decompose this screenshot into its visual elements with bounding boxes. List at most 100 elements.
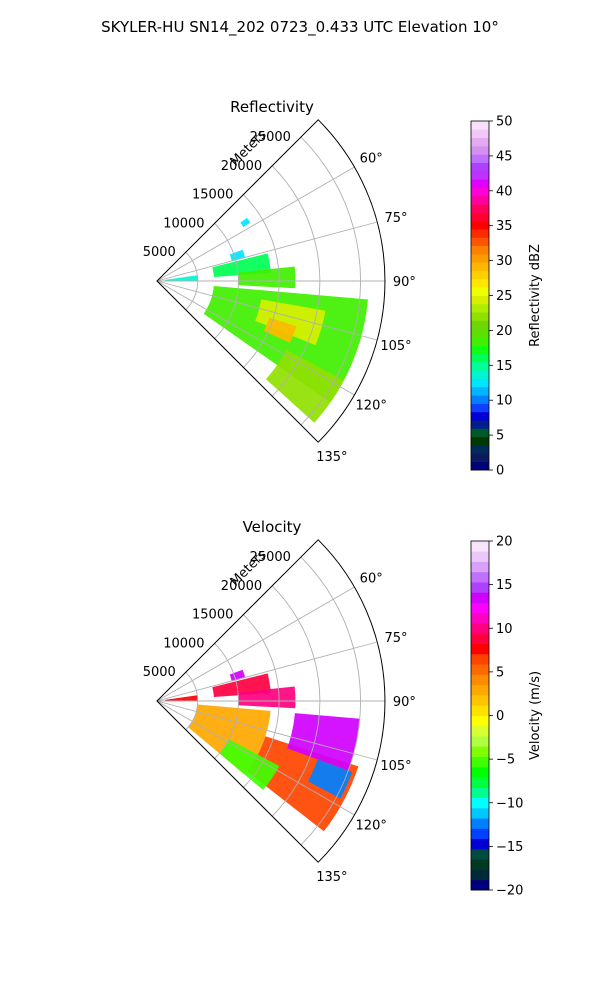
colorbar-swatch (471, 287, 489, 296)
colorbar-swatch (471, 453, 489, 463)
sector-frame (156, 539, 386, 863)
colorbar-swatch (471, 345, 489, 355)
colorbar-swatch (471, 162, 489, 172)
range-tick-label: 15000 (192, 608, 233, 623)
colorbar-swatch (471, 411, 489, 421)
colorbar-swatch (471, 337, 489, 346)
range-tick-label: 20000 (221, 579, 262, 594)
azimuth-tick-label: 90° (393, 695, 416, 710)
colorbar-swatch (471, 328, 489, 338)
data-region (240, 217, 251, 228)
colorbar-swatch (471, 592, 489, 603)
colorbar-swatch (471, 818, 489, 829)
colorbar-swatch (471, 838, 489, 850)
colorbar-swatch (471, 787, 489, 799)
colorbar-tick-label: −5 (496, 753, 515, 768)
colorbar-swatch (471, 137, 489, 147)
data-region (165, 695, 198, 701)
colorbar-tick-label: −10 (496, 796, 523, 811)
data-region (165, 275, 198, 281)
azimuth-tick-label: 75° (384, 631, 407, 646)
colorbar-swatch (471, 121, 489, 130)
sector-frame (156, 119, 386, 443)
colorbar-swatch (471, 420, 489, 429)
colorbar-swatch (471, 403, 489, 413)
range-tick-label: 15000 (192, 188, 233, 203)
colorbar-swatch (471, 145, 489, 155)
colorbar-swatch (471, 684, 489, 696)
colorbar-tick-label: 40 (496, 184, 513, 199)
colorbar-tick-label: 50 (496, 115, 513, 130)
azimuth-tick-label: 60° (360, 151, 383, 166)
colorbar-swatch (471, 237, 489, 247)
colorbar-swatch (471, 715, 489, 727)
azimuth-gridline (156, 280, 355, 396)
colorbar-swatch (471, 245, 489, 255)
colorbar-swatch (471, 777, 489, 788)
colorbar-swatch (471, 445, 489, 454)
colorbar-swatch (471, 295, 489, 305)
colorbar-swatch (471, 253, 489, 263)
data-region (287, 713, 360, 771)
colorbar-swatch (471, 807, 489, 819)
colorbar-swatch (471, 212, 489, 222)
colorbar-swatch (471, 370, 489, 379)
colorbar-tick-label: 15 (496, 359, 513, 374)
colorbar-label: Reflectivity dBZ (528, 244, 543, 347)
colorbar-swatch (471, 378, 489, 388)
colorbar-swatch (471, 229, 489, 238)
colorbar-swatch (471, 582, 489, 593)
data-region (264, 317, 297, 343)
colorbar-swatch (471, 694, 489, 706)
colorbar-swatch (471, 428, 489, 438)
colorbar-swatch (471, 551, 489, 562)
colorbar-tick-label: 45 (496, 149, 513, 164)
data-region (238, 266, 296, 289)
colorbar-swatch (471, 674, 489, 686)
colorbar-swatch (471, 664, 489, 675)
azimuth-tick-label: 120° (356, 819, 387, 834)
colorbar-swatch (471, 612, 489, 624)
colorbar-swatch (471, 262, 489, 271)
azimuth-gridline (156, 221, 378, 282)
colorbar-swatch (471, 859, 489, 870)
azimuth-gridline (156, 700, 355, 816)
azimuth-tick-label: 60° (360, 571, 383, 586)
figure-title: SKYLER-HU SN14_202 0723_0.433 UTC Elevat… (101, 18, 499, 37)
colorbar-swatch (471, 705, 489, 716)
colorbar-tick-label: 20 (496, 324, 513, 339)
colorbar-tick-label: 10 (496, 622, 513, 637)
range-tick-label: 25000 (250, 550, 291, 565)
azimuth-tick-label: 90° (393, 275, 416, 290)
data-region (219, 739, 280, 790)
panel-title: Reflectivity (230, 98, 314, 116)
azimuth-tick-label: 120° (356, 399, 387, 414)
colorbar-tick-label: −20 (496, 884, 523, 899)
colorbar-swatch (471, 312, 489, 321)
colorbar-swatch (471, 725, 489, 737)
range-tick-label: 20000 (221, 159, 262, 174)
colorbar-swatch (471, 361, 489, 371)
colorbar-swatch (471, 220, 489, 230)
data-region (265, 349, 344, 423)
colorbar-swatch (471, 320, 489, 330)
colorbar-swatch (471, 571, 489, 583)
colorbar-swatch (471, 154, 489, 163)
colorbar-tick-label: 10 (496, 394, 513, 409)
azimuth-gridline (156, 586, 355, 702)
colorbar: −20 −15 −10 −5 0 5 10 15 20 Velocity (m/s) (470, 535, 543, 899)
azimuth-gridline (156, 280, 378, 341)
colorbar-swatch (471, 561, 489, 573)
colorbar-swatch (471, 633, 489, 645)
colorbar-tick-label: 35 (496, 219, 513, 234)
azimuth-tick-label: 135° (316, 450, 347, 465)
colorbar-swatch (471, 278, 489, 288)
colorbar-swatch (471, 187, 489, 197)
colorbar-swatch (471, 395, 489, 404)
colorbar-swatch (471, 623, 489, 634)
colorbar-swatch (471, 828, 489, 840)
colorbar-swatch (471, 204, 489, 213)
colorbar-tick-label: 0 (496, 464, 504, 479)
